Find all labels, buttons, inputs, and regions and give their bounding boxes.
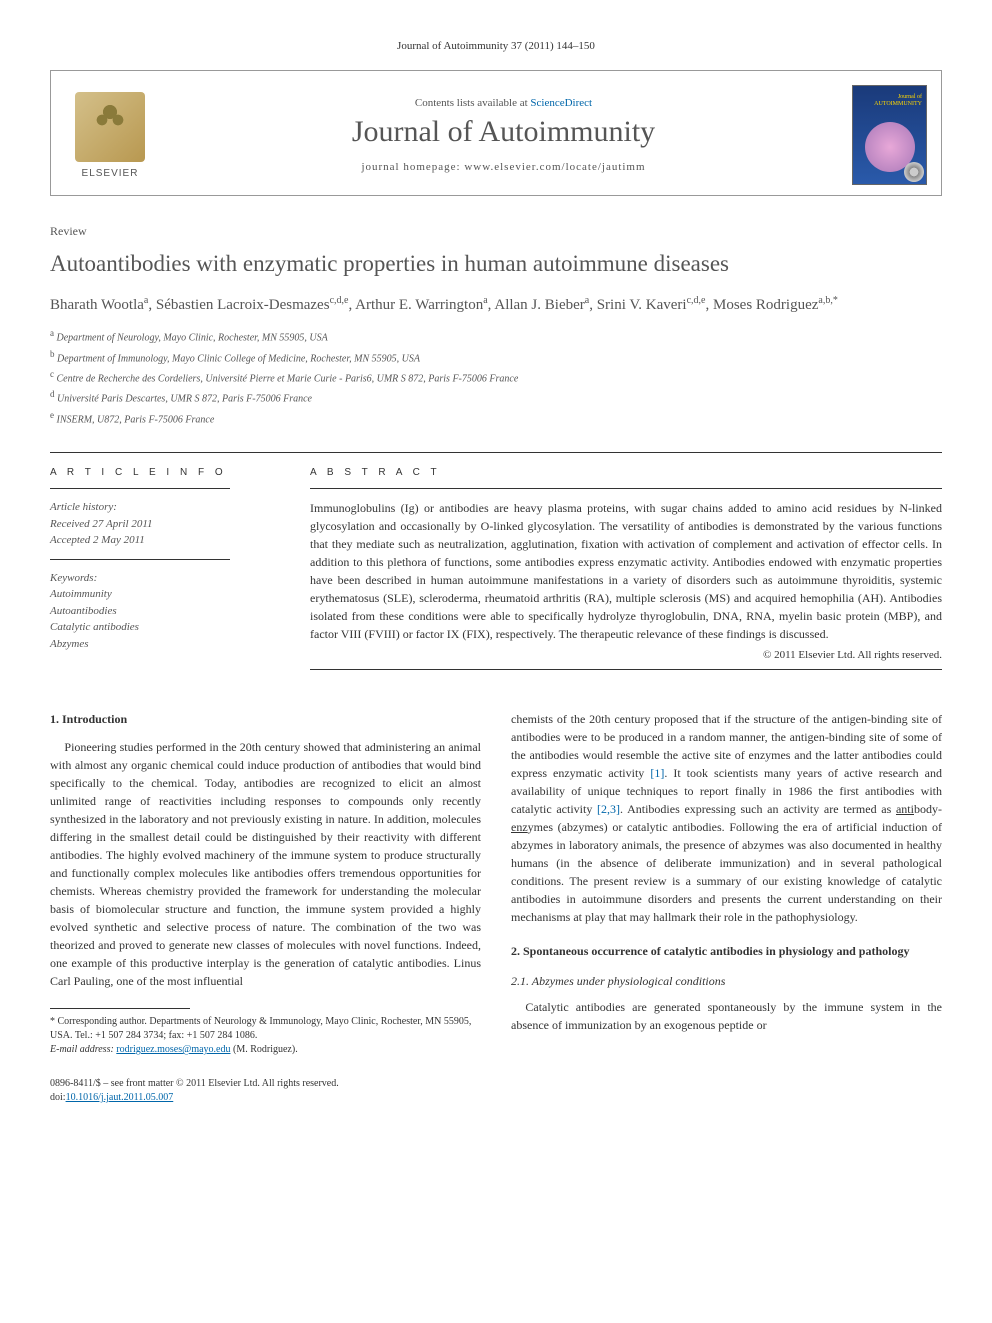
abstract: A B S T R A C T Immunoglobulins (Ig) or …	[310, 452, 942, 670]
email-label: E-mail address:	[50, 1044, 116, 1055]
header-center: Contents lists available at ScienceDirec…	[155, 97, 852, 173]
abstract-text: Immunoglobulins (Ig) or antibodies are h…	[310, 499, 942, 643]
journal-cover-thumbnail: Journal ofAUTOIMMUNITY	[852, 85, 927, 185]
corresponding-author-footnote: * Corresponding author. Departments of N…	[50, 1015, 481, 1057]
section-1-heading: 1. Introduction	[50, 710, 481, 728]
keyword: Autoantibodies	[50, 603, 270, 620]
doi-label: doi:	[50, 1092, 66, 1103]
article-info: A R T I C L E I N F O Article history: R…	[50, 452, 270, 670]
column-left: 1. Introduction Pioneering studies perfo…	[50, 710, 481, 1105]
body-columns: 1. Introduction Pioneering studies perfo…	[50, 710, 942, 1105]
contents-line: Contents lists available at ScienceDirec…	[155, 97, 852, 109]
accepted-date: Accepted 2 May 2011	[50, 532, 270, 549]
reference-link-1[interactable]: [1]	[650, 766, 664, 780]
elsevier-logo: ELSEVIER	[65, 85, 155, 185]
info-rule	[50, 488, 230, 489]
info-rule	[50, 559, 230, 560]
elsevier-label: ELSEVIER	[82, 168, 139, 179]
section-1-paragraph: Pioneering studies performed in the 20th…	[50, 738, 481, 990]
journal-reference: Journal of Autoimmunity 37 (2011) 144–15…	[50, 40, 942, 52]
article-title: Autoantibodies with enzymatic properties…	[50, 249, 942, 279]
reference-link-2-3[interactable]: [2,3]	[597, 802, 620, 816]
affiliation: c Centre de Recherche des Cordeliers, Un…	[50, 367, 942, 387]
publication-info: 0896-8411/$ – see front matter © 2011 El…	[50, 1077, 481, 1105]
doi-link[interactable]: 10.1016/j.jaut.2011.05.007	[66, 1092, 174, 1103]
cover-disc-icon	[904, 162, 924, 182]
email-suffix: (M. Rodriguez).	[230, 1044, 297, 1055]
article-info-heading: A R T I C L E I N F O	[50, 467, 270, 478]
author: Bharath Wootlaa	[50, 297, 148, 313]
received-date: Received 27 April 2011	[50, 516, 270, 533]
journal-title: Journal of Autoimmunity	[155, 115, 852, 149]
affiliations: a Department of Neurology, Mayo Clinic, …	[50, 326, 942, 428]
sciencedirect-link[interactable]: ScienceDirect	[530, 97, 592, 109]
article-type: Review	[50, 224, 942, 239]
keywords-label: Keywords:	[50, 570, 270, 587]
contents-prefix: Contents lists available at	[415, 97, 530, 109]
keyword: Catalytic antibodies	[50, 619, 270, 636]
section-2-1-paragraph: Catalytic antibodies are generated spont…	[511, 998, 942, 1034]
abstract-heading: A B S T R A C T	[310, 467, 942, 478]
homepage-prefix: journal homepage:	[361, 161, 464, 173]
affiliation: b Department of Immunology, Mayo Clinic …	[50, 347, 942, 367]
article-history: Article history: Received 27 April 2011 …	[50, 499, 270, 549]
section-1-continued: chemists of the 20th century proposed th…	[511, 710, 942, 926]
authors-list: Bharath Wootlaa, Sébastien Lacroix-Desma…	[50, 293, 942, 317]
abstract-bottom-rule	[310, 669, 942, 670]
homepage-url: www.elsevier.com/locate/jautimm	[464, 161, 645, 173]
history-label: Article history:	[50, 499, 270, 516]
abstract-rule	[310, 488, 942, 489]
corr-author-text: * Corresponding author. Departments of N…	[50, 1015, 481, 1043]
journal-header: ELSEVIER Contents lists available at Sci…	[50, 70, 942, 196]
elsevier-tree-icon	[75, 92, 145, 162]
author: Sébastien Lacroix-Desmazesc,d,e	[156, 297, 349, 313]
keyword: Abzymes	[50, 636, 270, 653]
issn-line: 0896-8411/$ – see front matter © 2011 El…	[50, 1077, 481, 1091]
homepage-line: journal homepage: www.elsevier.com/locat…	[155, 161, 852, 173]
term-antibody: anti	[896, 802, 914, 816]
cover-title: Journal ofAUTOIMMUNITY	[874, 94, 922, 108]
author: Moses Rodrigueza,b,*	[713, 297, 838, 313]
author: Srini V. Kaveric,d,e	[597, 297, 706, 313]
corr-email-link[interactable]: rodriguez.moses@mayo.edu	[116, 1044, 230, 1055]
term-enzymes: enz	[511, 820, 528, 834]
section-2-1-heading: 2.1. Abzymes under physiological conditi…	[511, 972, 942, 990]
keywords-block: Keywords: AutoimmunityAutoantibodiesCata…	[50, 570, 270, 653]
author: Arthur E. Warringtona	[355, 297, 488, 313]
affiliation: e INSERM, U872, Paris F-75006 France	[50, 408, 942, 428]
author: Allan J. Biebera	[494, 297, 589, 313]
footnote-separator	[50, 1008, 190, 1009]
column-right: chemists of the 20th century proposed th…	[511, 710, 942, 1105]
section-2-heading: 2. Spontaneous occurrence of catalytic a…	[511, 942, 942, 960]
affiliation: d Université Paris Descartes, UMR S 872,…	[50, 387, 942, 407]
copyright: © 2011 Elsevier Ltd. All rights reserved…	[310, 649, 942, 661]
affiliation: a Department of Neurology, Mayo Clinic, …	[50, 326, 942, 346]
keyword: Autoimmunity	[50, 586, 270, 603]
